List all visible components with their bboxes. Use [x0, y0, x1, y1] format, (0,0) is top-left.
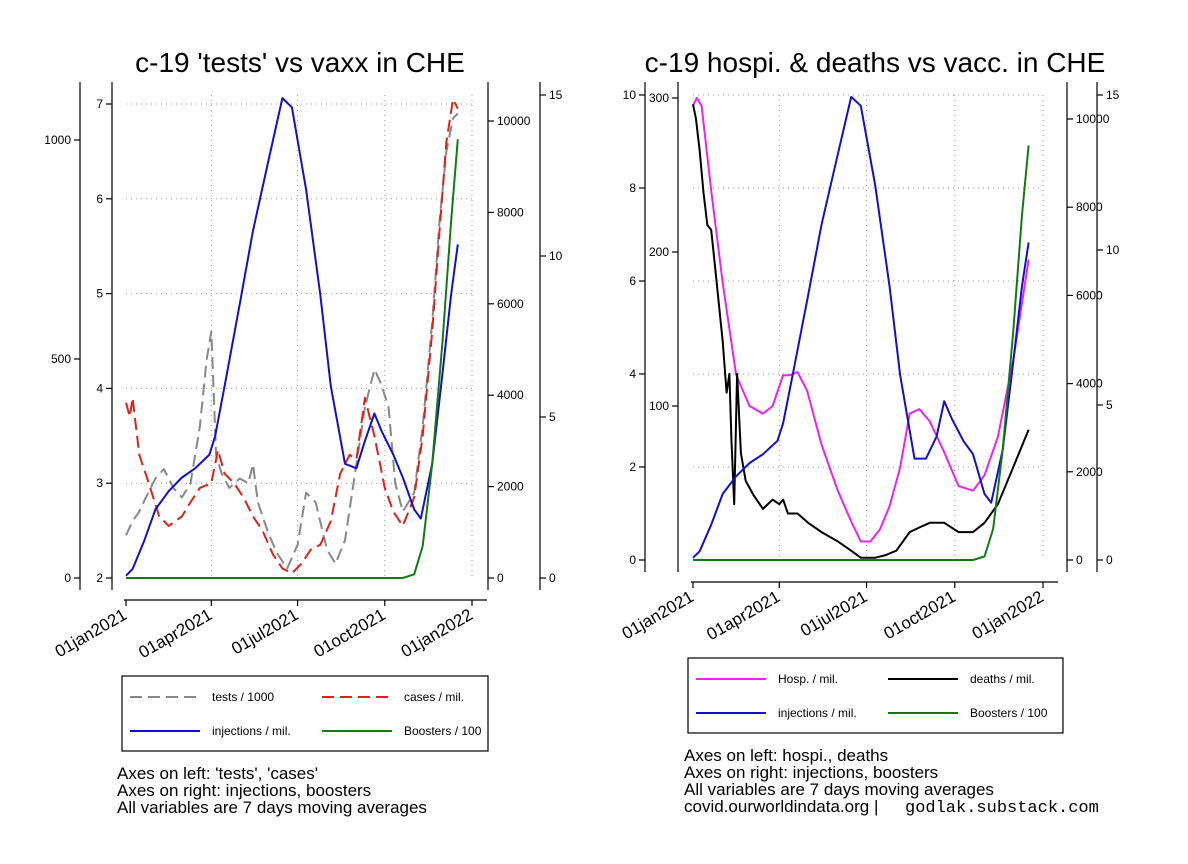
series-line-boosters-100: [126, 139, 459, 579]
x-tick-label: 01jul2021: [228, 605, 301, 658]
chart-right: c-19 hospi. & deaths vs vacc. in CHE 0 2 4…: [619, 47, 1120, 818]
axis-tick-label: 6: [96, 192, 103, 206]
legend-box: [687, 657, 1064, 734]
axis-tick-label: 0: [1076, 553, 1083, 567]
footnote: All variables are 7 days moving averages: [117, 798, 427, 817]
axis-tick-label: 8000: [1076, 200, 1103, 214]
axis-tick-label: 0: [549, 571, 556, 585]
x-tick-label: 01oct2021: [311, 605, 389, 661]
series-line-boosters-100: [693, 145, 1030, 561]
footnote: All variables are 7 days moving averages: [684, 780, 994, 799]
axis-tick-label: 10000: [1076, 112, 1110, 126]
chart-left: c-19 'tests' vs vaxx in CHE 050010002345…: [44, 47, 562, 817]
axis-tick-label: 3: [96, 476, 103, 490]
footnote: Axes on right: injections, boosters: [684, 763, 938, 782]
axis-tick-label: 5: [96, 287, 103, 301]
x-tick-label: 01jan2022: [398, 605, 476, 661]
axis-tick-label: 1000: [44, 133, 71, 147]
chart-title: c-19 'tests' vs vaxx in CHE: [135, 47, 465, 78]
axis-tick-label: 4000: [497, 388, 524, 402]
axis-tick-label: 4000: [1076, 377, 1103, 391]
series-line-deaths-mil: [692, 104, 1030, 559]
chart-title: c-19 hospi. & deaths vs vacc. in CHE: [645, 47, 1106, 78]
axis-tick-label: 5: [549, 410, 556, 424]
legend-label: cases / mil.: [404, 690, 464, 704]
x-tick-label: 01jan2021: [52, 605, 130, 661]
axis-tick-label: 0: [629, 553, 636, 567]
axis-tick-label: 15: [549, 88, 563, 102]
series-line-injections-mil: [692, 95, 1030, 559]
axis-tick-label: 6: [629, 274, 636, 288]
footnote: Axes on right: injections, boosters: [117, 781, 371, 800]
legend-label: Hosp. / mil.: [778, 672, 838, 686]
axis-tick-label: 100: [649, 399, 669, 413]
legend-label: injections / mil.: [778, 706, 857, 720]
axis-tick-label: 0: [64, 571, 71, 585]
x-tick-label: 01apr2021: [135, 605, 215, 662]
axis-tick-label: 2000: [497, 480, 524, 494]
axis-tick-label: 0: [497, 571, 504, 585]
axis-tick-label: 2000: [1076, 465, 1103, 479]
legend-label: Boosters / 100: [970, 706, 1048, 720]
series-line-cases-mil: [125, 98, 459, 575]
axis-tick-label: 2: [96, 571, 103, 585]
axis-tick-label: 10000: [497, 114, 531, 128]
axis-tick-label: 4: [96, 381, 103, 395]
legend-label: tests / 1000: [212, 690, 274, 704]
legend-label: deaths / mil.: [970, 672, 1035, 686]
axis-tick-label: 5: [1106, 398, 1113, 412]
x-tick-label: 01apr2021: [703, 587, 783, 644]
axis-tick-label: 10: [1106, 243, 1120, 257]
axis-tick-label: 4: [629, 367, 636, 381]
footnote: Axes on left: hospi., deaths: [684, 746, 888, 765]
axis-tick-label: 2: [629, 460, 636, 474]
axis-tick-label: 6000: [497, 297, 524, 311]
legend-label: injections / mil.: [212, 724, 291, 738]
x-tick-label: 01oct2021: [881, 587, 959, 643]
x-tick-label: 01jul2021: [797, 587, 870, 640]
source-note: covid.ourworldindata.org |: [684, 797, 878, 816]
axis-tick-label: 500: [51, 352, 71, 366]
axis-tick-label: 15: [1106, 88, 1120, 102]
series-line-tests-1000: [125, 112, 459, 570]
legend-box: [121, 675, 489, 752]
axis-tick-label: 7: [96, 97, 103, 111]
footnote: Axes on left: 'tests', 'cases': [117, 764, 318, 783]
axis-tick-label: 6000: [1076, 288, 1103, 302]
axis-tick-label: 10: [623, 88, 637, 102]
legend-label: Boosters / 100: [404, 724, 482, 738]
credit-note: godlak.substack.com: [905, 799, 1099, 818]
axis-tick-label: 8000: [497, 205, 524, 219]
x-tick-label: 01jan2022: [969, 587, 1047, 643]
axis-tick-label: 10: [549, 249, 563, 263]
axis-tick-label: 8: [629, 181, 636, 195]
series-line-injections-mil: [125, 97, 459, 577]
axis-tick-label: 0: [1106, 553, 1113, 567]
axis-tick-label: 300: [649, 91, 669, 105]
x-tick-label: 01jan2021: [619, 587, 697, 643]
axis-tick-label: 200: [649, 245, 669, 259]
